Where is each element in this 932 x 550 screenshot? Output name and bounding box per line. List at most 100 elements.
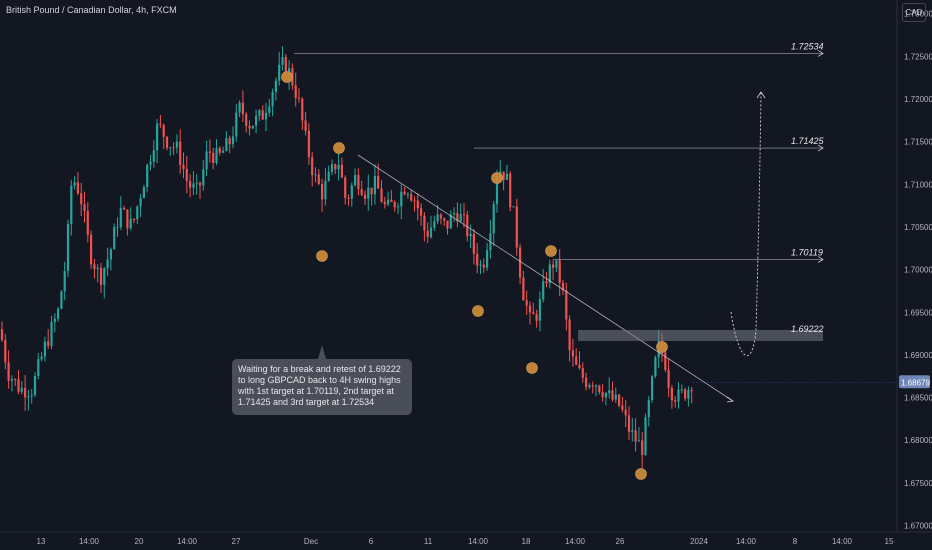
candle-body — [555, 260, 558, 268]
candle-body — [604, 392, 607, 398]
candle-body — [594, 385, 598, 387]
candle-body — [248, 125, 251, 129]
candle-body — [680, 389, 683, 391]
candle-body — [182, 164, 185, 169]
candle-body — [271, 91, 274, 107]
candle-body — [7, 362, 10, 381]
price-tick-label: 1.69000 — [904, 351, 932, 360]
candle-body — [0, 329, 4, 341]
candle-body — [410, 194, 413, 201]
candle-body — [175, 141, 178, 148]
target-level-arrowhead — [817, 144, 824, 152]
price-axis[interactable]: 1.67000 1.67500 1.68000 1.68500 1.69000 1.695… — [693, 0, 932, 532]
candle-body — [218, 148, 221, 153]
candle-body — [152, 150, 155, 162]
time-axis[interactable]: 13 14:00 20 14:00 27 Dec 6 11 14:00 18 14:00 26 2024… — [0, 531, 932, 546]
candle-body — [631, 430, 634, 432]
candle-body — [393, 201, 396, 208]
swing-marker — [281, 71, 293, 83]
candle-body — [426, 230, 429, 238]
candle-body — [581, 368, 584, 378]
candle-body — [486, 250, 489, 268]
resistance-zone — [578, 329, 823, 341]
candle-body — [674, 400, 677, 402]
candle-body — [509, 173, 512, 208]
candle-body — [429, 227, 433, 238]
candle-body — [337, 164, 340, 170]
candle-body — [502, 171, 505, 181]
target-level-arrowhead — [817, 50, 824, 57]
candle-body — [136, 206, 139, 220]
candle-body — [99, 267, 103, 285]
trendline — [357, 154, 734, 402]
candle-body — [588, 385, 591, 388]
candle-body — [641, 440, 644, 456]
price-tick-label: 1.69500 — [904, 308, 932, 317]
candle-body — [571, 350, 574, 357]
candle-body — [314, 174, 317, 176]
swing-marker — [635, 468, 647, 480]
candle-body — [317, 174, 320, 184]
candle-body — [268, 106, 271, 113]
target-level-label: 1.71425 — [791, 136, 825, 146]
time-tick-label: 14:00 — [736, 537, 757, 546]
candle-body — [142, 186, 145, 199]
candle-body — [363, 194, 367, 199]
candle-body — [624, 409, 627, 416]
candle-body — [354, 175, 357, 186]
trendline-arrowhead — [726, 396, 735, 403]
annotation-callout[interactable]: Waiting for a break and retest of 1.6922… — [232, 359, 412, 415]
candle-body — [644, 417, 647, 456]
candle-body — [189, 180, 192, 188]
candle-body — [205, 151, 208, 170]
candle-body — [132, 218, 136, 220]
candle-body — [208, 151, 211, 153]
candle-body — [264, 112, 268, 120]
candle-body — [261, 110, 264, 120]
projected-path — [730, 92, 762, 356]
candle-body — [542, 281, 545, 300]
candle-body — [370, 187, 373, 195]
candle-body — [654, 357, 657, 377]
candle-body — [40, 356, 43, 360]
price-tick-label: 1.73000 — [904, 10, 932, 19]
currency-button[interactable]: CAD — [902, 3, 926, 22]
candle-body — [215, 148, 218, 164]
candle-body — [469, 234, 472, 237]
candle-body — [126, 209, 129, 229]
annotation-pointer — [318, 345, 326, 359]
candle-body — [515, 206, 518, 248]
price-tick-label: 1.70000 — [904, 266, 932, 275]
candle-body — [27, 396, 30, 398]
candle-body — [684, 389, 687, 399]
candle-body — [278, 64, 281, 81]
candle-body — [172, 147, 175, 149]
candle-body — [281, 57, 284, 65]
swing-marker — [491, 172, 503, 184]
candle-body — [433, 221, 436, 228]
candle-body — [83, 204, 86, 211]
candle-body — [96, 267, 99, 270]
candle-body — [185, 168, 188, 181]
candle-body — [37, 359, 40, 376]
candle-body — [416, 200, 419, 209]
candle-body — [324, 180, 327, 200]
candle-body — [24, 387, 27, 398]
time-tick-label: 2024 — [690, 537, 708, 546]
candle-body — [198, 182, 202, 186]
candle-body — [519, 247, 522, 278]
candle-body — [495, 179, 499, 205]
candle-body — [611, 390, 614, 400]
candle-body — [86, 210, 89, 235]
swing-marker — [333, 142, 345, 154]
candle-body — [330, 164, 334, 172]
candle-body — [578, 364, 581, 369]
candle-body — [179, 141, 182, 165]
time-tick-label: 27 — [232, 537, 241, 546]
candle-body — [304, 120, 307, 131]
candle-body — [608, 390, 611, 393]
candle-body — [10, 379, 13, 381]
candle-body — [403, 191, 406, 195]
candle-body — [525, 300, 528, 306]
